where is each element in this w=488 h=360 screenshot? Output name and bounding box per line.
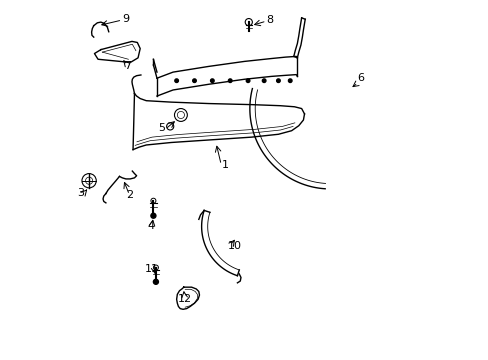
Circle shape [228,79,231,82]
Text: 1: 1 [221,160,228,170]
Circle shape [288,79,291,82]
Text: 7: 7 [123,62,131,71]
Text: 10: 10 [227,241,241,251]
Circle shape [192,79,196,82]
Circle shape [210,79,214,82]
Text: 8: 8 [266,15,273,25]
Circle shape [153,279,158,284]
Circle shape [151,213,156,218]
Text: 9: 9 [122,14,129,24]
Circle shape [175,79,178,82]
Circle shape [276,79,280,82]
Text: 5: 5 [158,123,165,133]
Circle shape [246,79,249,82]
Circle shape [262,79,265,82]
Text: 2: 2 [125,190,133,200]
Text: 12: 12 [177,294,191,303]
Text: 3: 3 [77,188,84,198]
Text: 11: 11 [144,264,158,274]
Text: 4: 4 [147,221,154,231]
Text: 6: 6 [356,73,364,83]
